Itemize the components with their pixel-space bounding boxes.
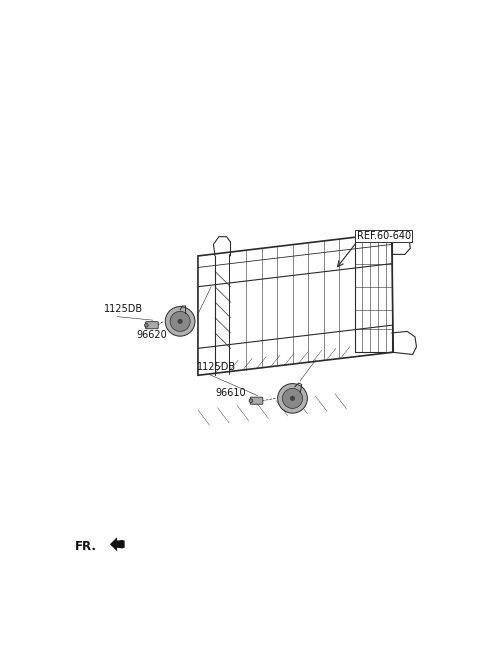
Ellipse shape [170,311,190,331]
Ellipse shape [178,319,183,324]
Text: 96610: 96610 [216,388,246,397]
Ellipse shape [290,396,295,401]
Ellipse shape [277,384,307,413]
Text: REF.60-640: REF.60-640 [357,231,411,241]
FancyBboxPatch shape [145,322,158,328]
Text: 1125DB: 1125DB [197,362,236,372]
Ellipse shape [282,388,302,409]
Text: FR.: FR. [75,540,97,553]
Ellipse shape [249,399,253,403]
Text: 1125DB: 1125DB [104,304,143,313]
Polygon shape [110,537,124,551]
Text: 96620: 96620 [136,330,167,340]
FancyBboxPatch shape [250,397,263,404]
Ellipse shape [165,307,195,336]
Ellipse shape [144,323,148,327]
